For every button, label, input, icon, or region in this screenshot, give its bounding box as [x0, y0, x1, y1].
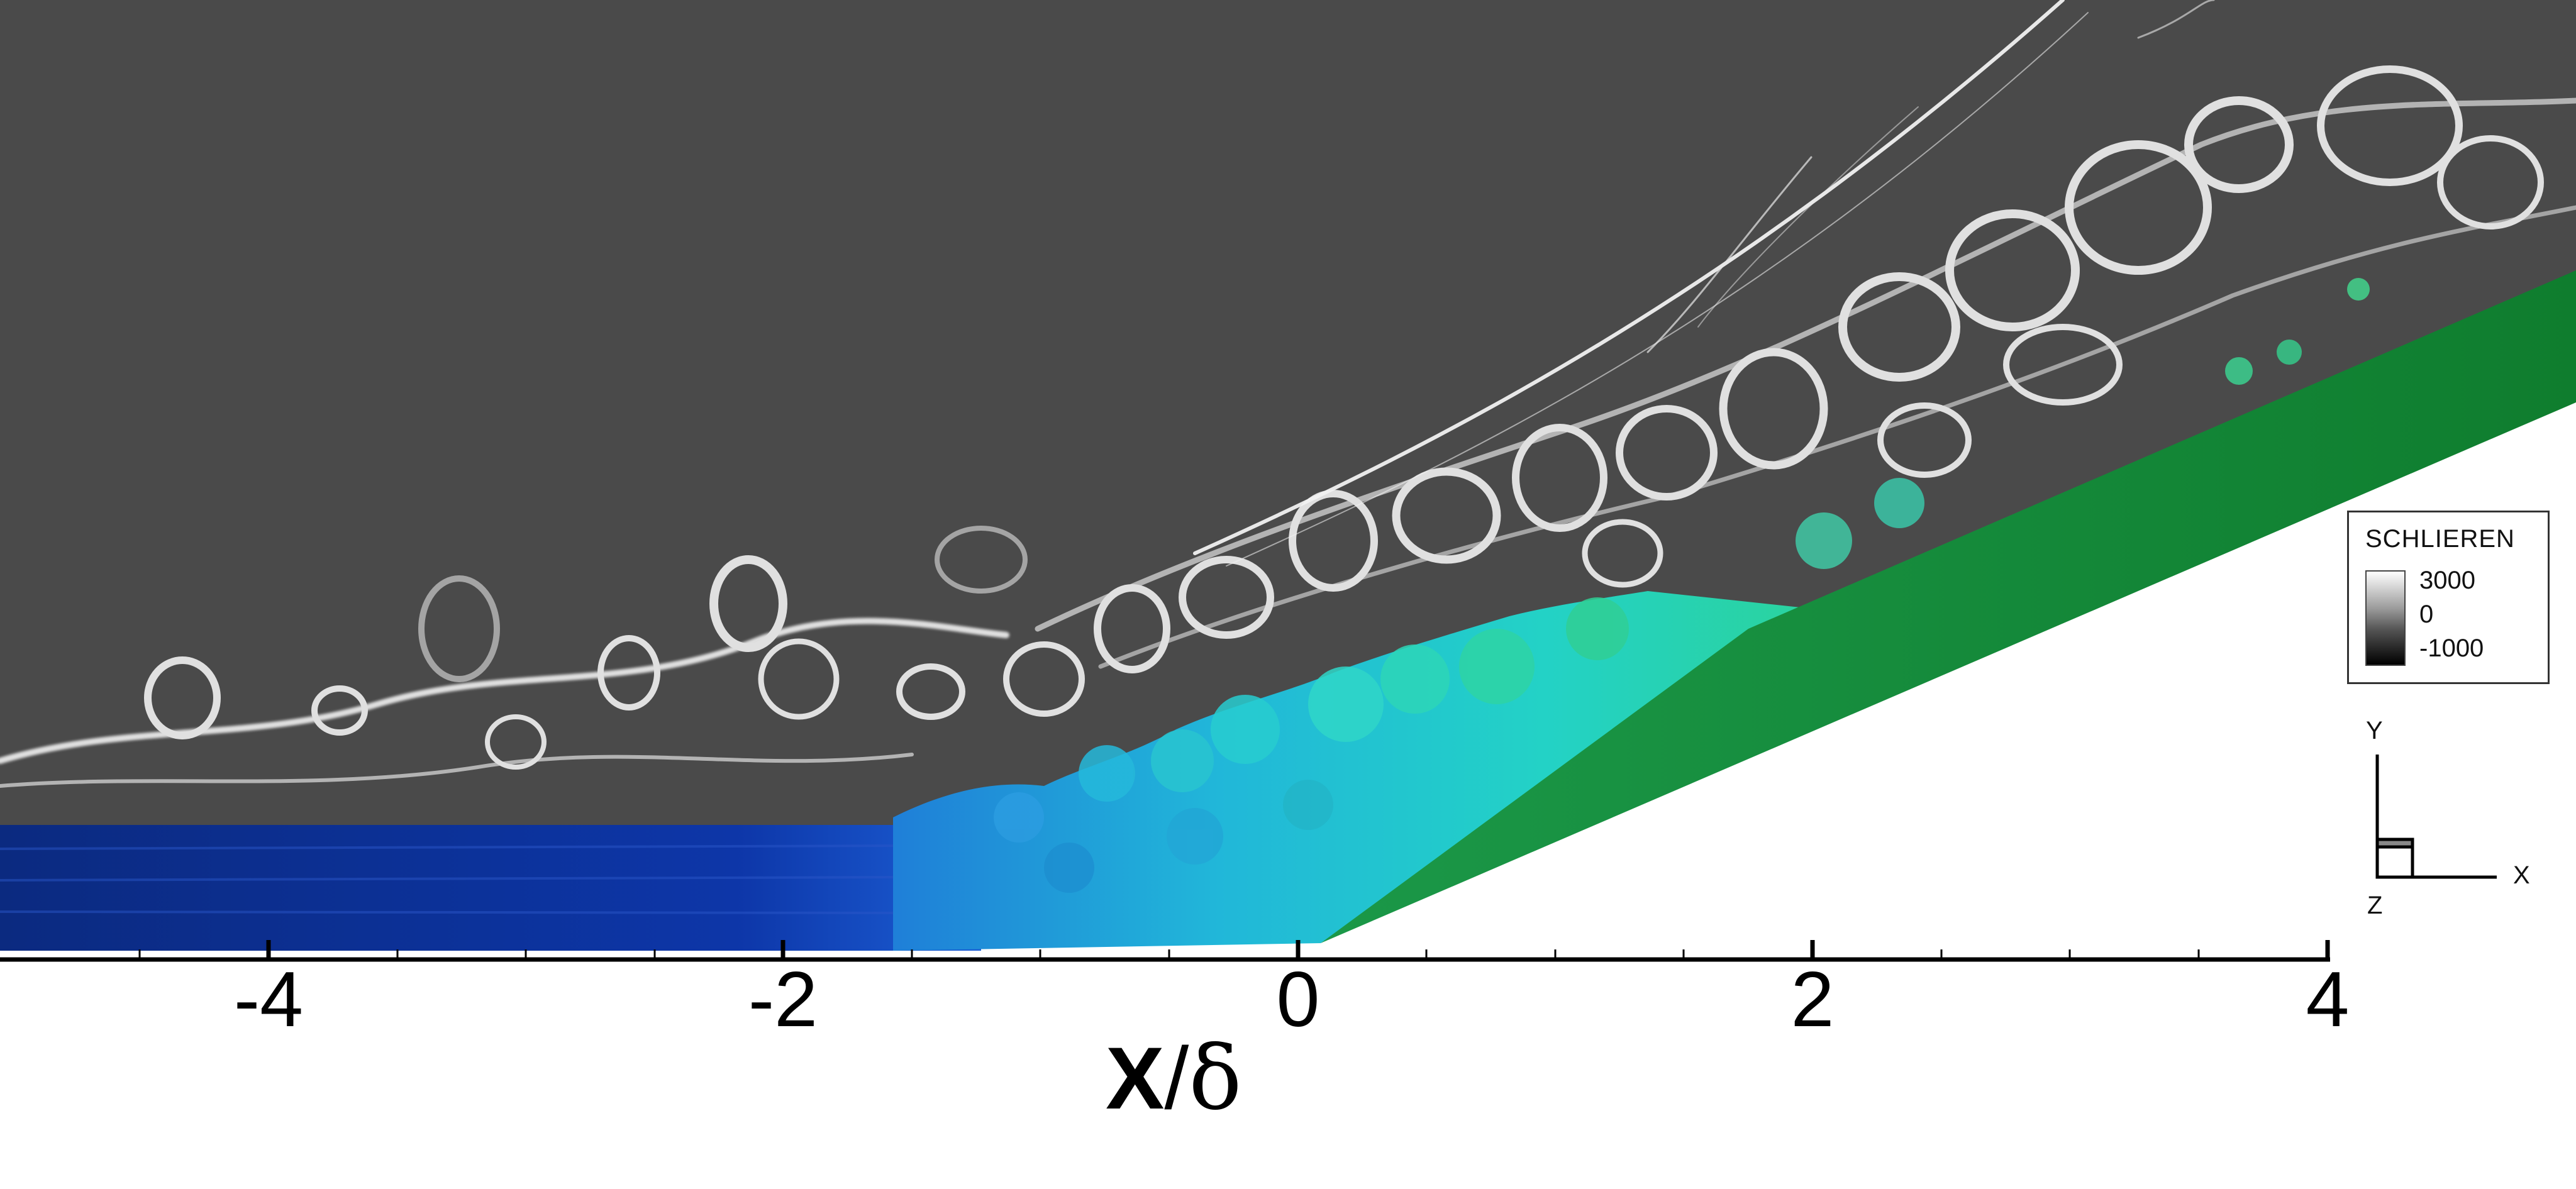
tick-label: -4	[233, 956, 304, 1043]
tick-label: -2	[748, 956, 818, 1043]
axis-title-symbol: X	[1106, 1029, 1165, 1127]
axis-triad	[2375, 755, 2497, 879]
triad-x-label: X	[2513, 861, 2530, 889]
upstream-streaks	[0, 844, 913, 914]
ramp-isosurface	[1321, 270, 2576, 943]
separation-blobs	[994, 597, 1629, 893]
tick-label: 2	[1790, 956, 1835, 1043]
triad-z-label: Z	[2367, 892, 2383, 919]
triad-y-label: Y	[2366, 717, 2383, 744]
legend-min-label: -1000	[2419, 634, 2484, 662]
schlieren-legend: SCHLIEREN 3000 0 -1000	[2347, 511, 2550, 684]
separation-isosurface	[893, 591, 1824, 951]
legend-title: SCHLIEREN	[2365, 525, 2515, 553]
legend-colorbar	[2365, 570, 2406, 666]
axis-title: X/δ	[1106, 1034, 1242, 1123]
tick-label: 0	[1276, 956, 1320, 1043]
x-axis-minor-ticks	[138, 949, 2200, 959]
axis-title-slash: /	[1164, 1029, 1189, 1127]
tick-label: 4	[2306, 956, 2350, 1043]
axis-title-delta: δ	[1189, 1027, 1242, 1130]
schlieren-structures	[0, 65, 2576, 788]
ramp-blobs	[1796, 278, 2370, 569]
legend-mid-label: 0	[2419, 600, 2434, 628]
legend-max-label: 3000	[2419, 567, 2475, 594]
